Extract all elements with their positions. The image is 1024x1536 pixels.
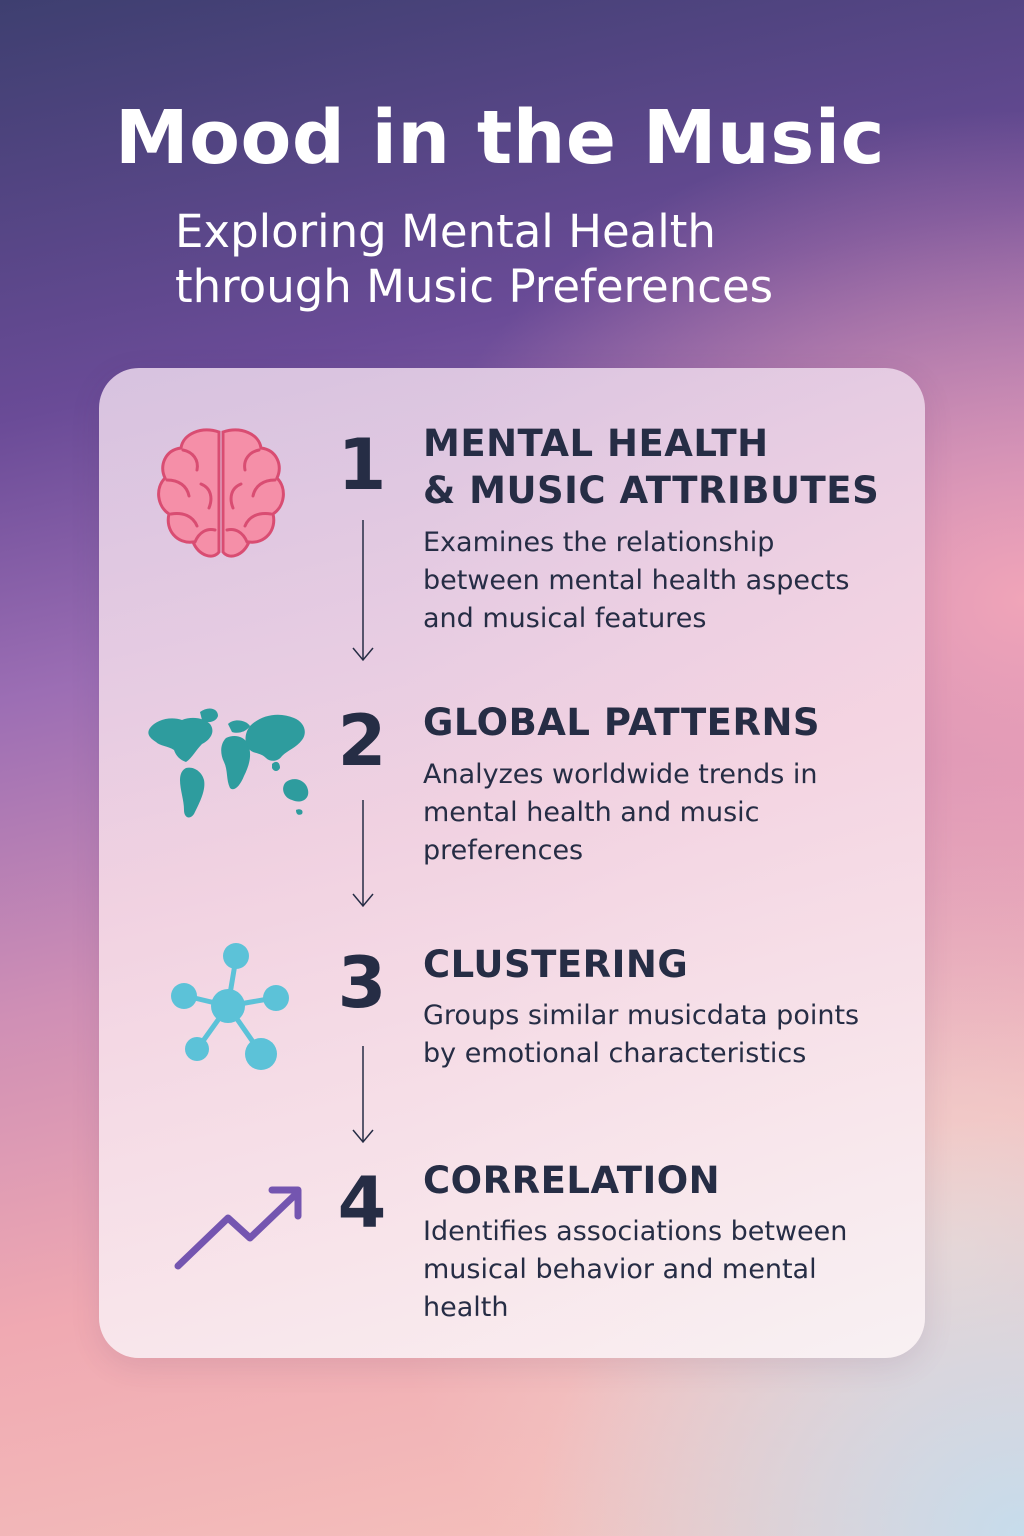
step-3-title-line-1: CLUSTERING — [423, 943, 689, 986]
step-4-number: 4 — [337, 1162, 387, 1244]
step-4-description: Identifies associations between musical … — [423, 1216, 848, 1323]
step-3-description: Groups similar musicdata points by emoti… — [423, 1000, 860, 1069]
step-2-title: GLOBAL PATTERNS — [423, 699, 820, 746]
subtitle-line-2: through Music Preferences — [175, 260, 774, 313]
step-3-title: CLUSTERING — [423, 941, 688, 988]
step-1-title-line-2: & MUSIC ATTRIBUTES — [423, 469, 880, 512]
step-1-down-arrow — [352, 520, 374, 662]
brain-icon — [157, 428, 285, 558]
step-4-title: CORRELATION — [423, 1157, 720, 1204]
network-cluster-icon — [171, 943, 289, 1070]
subtitle-line-1: Exploring Mental Health — [175, 205, 716, 258]
step-3-down-arrow — [352, 1046, 374, 1144]
step-1-description: Examines the relationship between mental… — [423, 527, 850, 634]
step-2-number: 2 — [337, 700, 387, 782]
step-2-title-line-1: GLOBAL PATTERNS — [423, 701, 821, 744]
world-map-icon — [148, 708, 309, 818]
step-2-description: Analyzes worldwide trends in mental heal… — [423, 759, 818, 866]
page-subtitle: Exploring Mental Health through Music Pr… — [175, 204, 773, 314]
step-1-number: 1 — [337, 424, 387, 506]
step-4-title-line-1: CORRELATION — [423, 1159, 721, 1202]
trend-up-arrow-icon — [174, 1186, 302, 1270]
step-1-title-line-1: MENTAL HEALTH — [423, 422, 769, 465]
step-1-title: MENTAL HEALTH & MUSIC ATTRIBUTES — [423, 420, 879, 514]
page-title: Mood in the Music — [115, 95, 885, 181]
step-2-down-arrow — [352, 800, 374, 908]
step-3-number: 3 — [337, 942, 387, 1024]
